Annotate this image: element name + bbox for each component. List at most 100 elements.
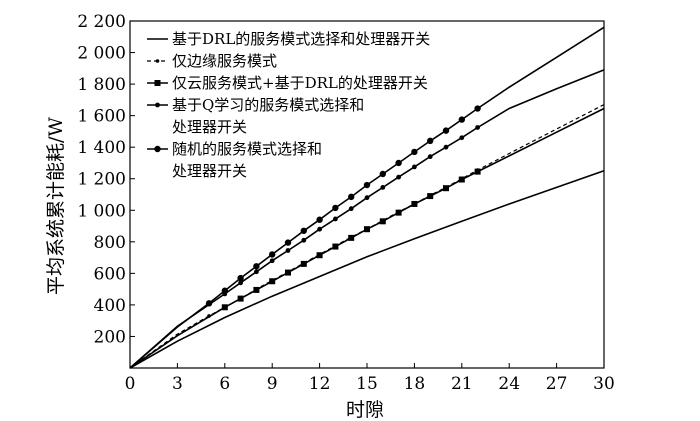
axes: 0 3 6 9 12 15 18 21 24 27 30 200 400 600 800 1 000 1 200… bbox=[77, 12, 614, 394]
data-point bbox=[221, 287, 228, 294]
data-point bbox=[412, 164, 417, 170]
legend-label: 随机的服务模式选择和 bbox=[172, 140, 322, 158]
data-point bbox=[458, 176, 465, 183]
x-tick-label: 3 bbox=[172, 374, 183, 394]
data-point bbox=[254, 269, 259, 275]
y-tick-label: 2 200 bbox=[77, 12, 126, 32]
data-point bbox=[237, 274, 244, 282]
data-point bbox=[379, 218, 386, 225]
legend-marker bbox=[154, 145, 161, 153]
data-point bbox=[205, 300, 213, 307]
y-tick-label: 200 bbox=[94, 327, 126, 347]
data-point bbox=[253, 286, 260, 293]
data-point bbox=[332, 243, 339, 250]
data-point bbox=[379, 170, 386, 178]
series-5 bbox=[129, 26, 605, 369]
data-point bbox=[411, 200, 418, 207]
data-point bbox=[269, 251, 276, 258]
data-point bbox=[459, 135, 465, 141]
data-point bbox=[269, 258, 275, 264]
data-point bbox=[237, 295, 244, 302]
series-4 bbox=[129, 69, 605, 369]
series-line bbox=[129, 69, 605, 369]
legend-marker bbox=[155, 59, 160, 63]
x-tick-label: 21 bbox=[451, 374, 473, 394]
legend: 基于DRL的服务模式选择和处理器开关仅边缘服务模式仅云服务模式+基于DRL的处理… bbox=[147, 30, 430, 180]
data-point bbox=[442, 127, 450, 134]
data-point bbox=[300, 260, 307, 267]
data-point bbox=[332, 204, 339, 212]
legend-item-3: 仅云服务模式+基于DRL的处理器开关 bbox=[147, 74, 428, 92]
data-point bbox=[269, 278, 276, 285]
data-point bbox=[284, 239, 292, 246]
data-point bbox=[316, 216, 323, 223]
data-point bbox=[474, 105, 481, 112]
x-axis-label: 时隙 bbox=[346, 399, 384, 421]
legend-label: 处理器开关 bbox=[172, 162, 247, 180]
data-point bbox=[395, 209, 402, 216]
data-point bbox=[427, 154, 433, 160]
series-line bbox=[129, 104, 605, 369]
y-tick-label: 400 bbox=[94, 296, 126, 316]
data-point bbox=[363, 181, 371, 189]
x-tick-label: 18 bbox=[404, 374, 426, 394]
x-tick-label: 6 bbox=[219, 374, 230, 394]
data-point bbox=[395, 159, 402, 167]
y-tick-label: 1 400 bbox=[77, 138, 126, 158]
x-tick-label: 27 bbox=[546, 374, 568, 394]
data-point bbox=[396, 174, 401, 180]
y-tick-label: 800 bbox=[94, 233, 126, 253]
x-tick-label: 15 bbox=[356, 374, 378, 394]
x-tick-label: 9 bbox=[267, 374, 278, 394]
data-point bbox=[474, 168, 481, 175]
data-point bbox=[301, 237, 307, 243]
data-point bbox=[285, 248, 291, 253]
x-tick-label: 0 bbox=[125, 374, 136, 394]
data-point bbox=[253, 263, 260, 270]
data-point bbox=[317, 226, 322, 232]
data-point bbox=[411, 148, 418, 156]
data-point bbox=[443, 185, 449, 192]
legend-item-1: 基于DRL的服务模式选择和处理器开关 bbox=[147, 30, 430, 48]
y-tick-label: 1 800 bbox=[77, 75, 126, 95]
series-3 bbox=[129, 107, 605, 369]
legend-label: 基于DRL的服务模式选择和处理器开关 bbox=[172, 30, 430, 48]
data-point bbox=[348, 206, 354, 212]
legend-marker bbox=[155, 102, 160, 108]
y-tick-label: 1 200 bbox=[77, 170, 126, 190]
x-tick-label: 12 bbox=[309, 374, 331, 394]
data-point bbox=[380, 185, 386, 190]
data-point bbox=[348, 193, 355, 201]
series-line bbox=[129, 170, 605, 369]
y-tick-label: 600 bbox=[94, 264, 126, 284]
legend-label: 仅边缘服务模式 bbox=[172, 52, 277, 70]
data-point bbox=[427, 193, 434, 200]
legend-label: 基于Q学习的服务模式选择和 bbox=[172, 96, 364, 114]
y-axis-label: 平均系统累计能耗/W bbox=[45, 117, 67, 295]
x-tick-label: 30 bbox=[593, 374, 615, 394]
data-point bbox=[238, 280, 244, 286]
y-tick-label: 1 600 bbox=[77, 107, 126, 127]
series-1 bbox=[129, 170, 605, 369]
data-point bbox=[364, 195, 370, 201]
data-point bbox=[285, 269, 291, 276]
data-point bbox=[316, 252, 323, 259]
data-point bbox=[333, 216, 338, 222]
legend-label: 处理器开关 bbox=[172, 118, 247, 136]
y-tick-label: 2 000 bbox=[77, 44, 126, 64]
legend-marker bbox=[154, 80, 161, 86]
data-point bbox=[475, 125, 480, 130]
data-point bbox=[221, 304, 228, 311]
legend-item-2: 仅边缘服务模式 bbox=[147, 52, 277, 70]
data-point bbox=[458, 116, 465, 123]
data-point bbox=[427, 137, 434, 145]
data-point bbox=[364, 226, 370, 233]
data-point bbox=[348, 234, 355, 241]
data-point bbox=[300, 227, 307, 234]
x-tick-label: 24 bbox=[498, 374, 520, 394]
series-layer bbox=[129, 26, 605, 369]
legend-label: 仅云服务模式+基于DRL的处理器开关 bbox=[172, 74, 428, 92]
